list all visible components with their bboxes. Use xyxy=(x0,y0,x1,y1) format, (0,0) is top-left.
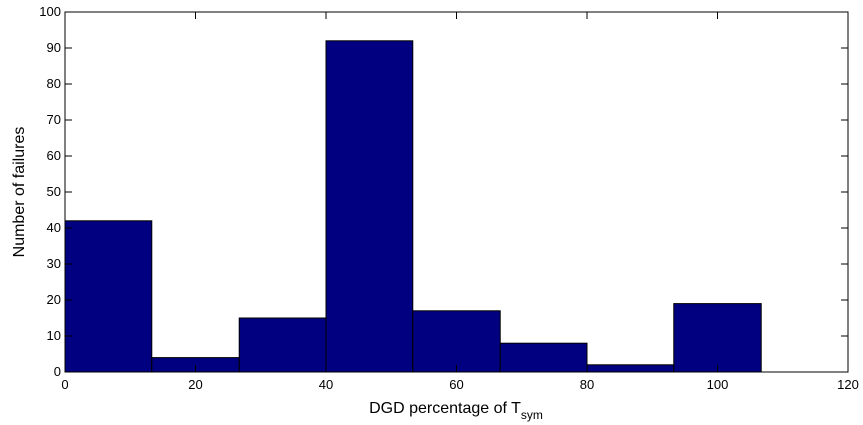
x-tick-label-40: 40 xyxy=(319,377,333,392)
y-tick-label-0: 0 xyxy=(54,364,61,379)
ticks-group: 0 20 40 60 80 100 120 0 10 20 30 40 50 60 70 80 90 100 xyxy=(39,4,859,392)
x-tick-label-100: 100 xyxy=(707,377,729,392)
y-tick-label-70: 70 xyxy=(47,112,61,127)
y-tick-label-40: 40 xyxy=(47,220,61,235)
x-axis-label-subscript: sym xyxy=(521,408,543,422)
y-tick-label-60: 60 xyxy=(47,148,61,163)
y-axis-label: Number of failures xyxy=(11,127,28,258)
x-tick-label-120: 120 xyxy=(837,377,859,392)
bar-6 xyxy=(586,364,675,373)
bar-5 xyxy=(499,342,588,373)
y-tick-label-30: 30 xyxy=(47,256,61,271)
bar-2 xyxy=(238,317,327,373)
bars-group xyxy=(64,40,762,373)
y-tick-label-10: 10 xyxy=(47,328,61,343)
bar-3 xyxy=(325,40,414,373)
x-axis-label: DGD percentage of Tsym xyxy=(369,400,543,422)
y-tick-label-20: 20 xyxy=(47,292,61,307)
x-tick-label-60: 60 xyxy=(449,377,463,392)
bar-0 xyxy=(64,220,153,373)
x-tick-label-80: 80 xyxy=(580,377,594,392)
bar-4 xyxy=(412,310,501,373)
y-tick-label-80: 80 xyxy=(47,76,61,91)
y-tick-label-100: 100 xyxy=(39,4,61,19)
y-tick-label-50: 50 xyxy=(47,184,61,199)
x-axis-label-main: DGD percentage of T xyxy=(369,400,521,417)
y-tick-label-90: 90 xyxy=(47,40,61,55)
x-tick-label-20: 20 xyxy=(188,377,202,392)
plot-frame xyxy=(64,11,849,373)
bar-7 xyxy=(673,303,762,373)
x-tick-label-0: 0 xyxy=(61,377,68,392)
